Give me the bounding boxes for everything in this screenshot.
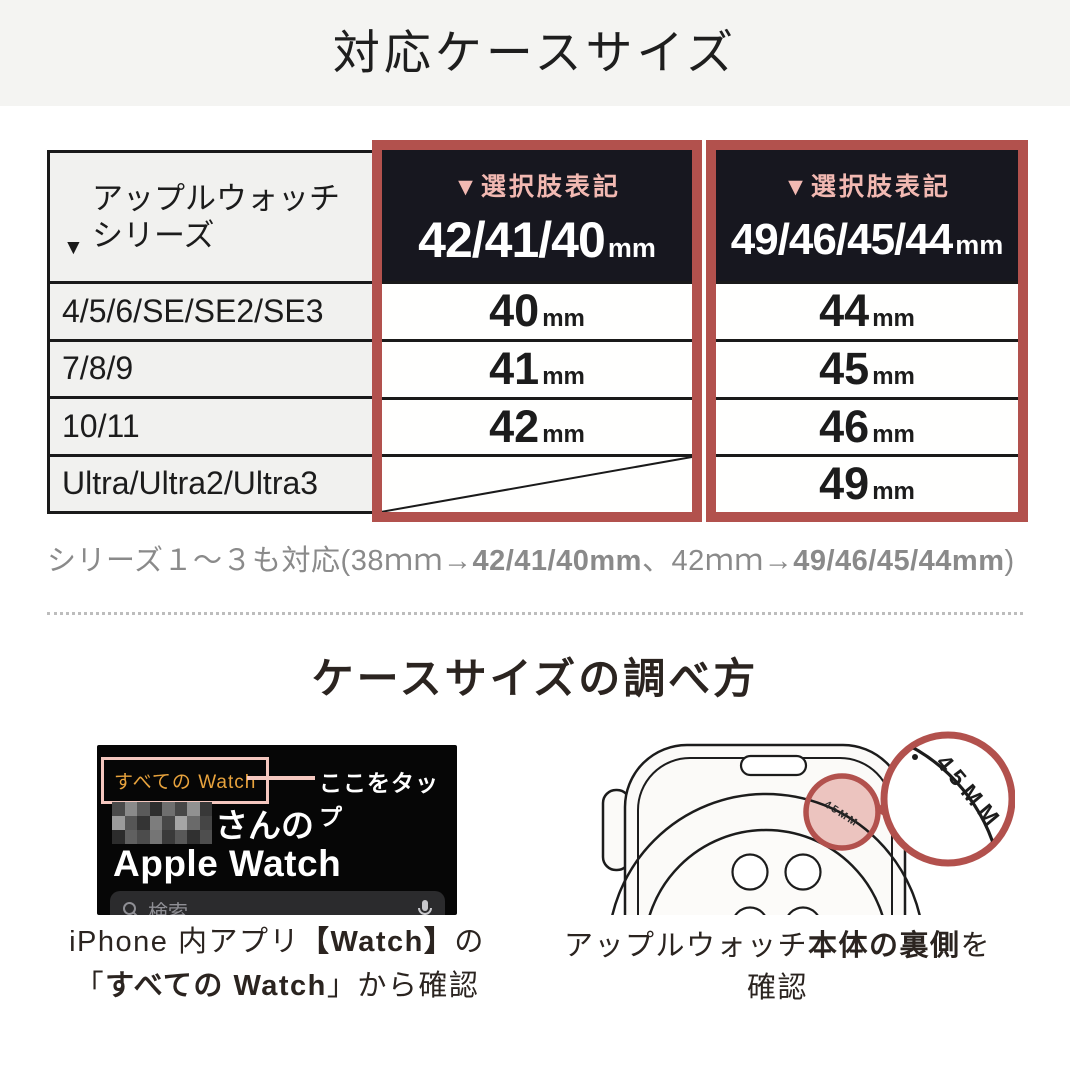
series-cell: 7/8/9	[50, 338, 372, 396]
size-cell: 49 mm	[716, 454, 1018, 512]
size-cell: 45 mm	[716, 338, 1018, 397]
size-column-large-header: ▼選択肢表記 49/46/45/44 mm	[716, 150, 1018, 281]
series-header-label: アップルウォッチ シリーズ	[92, 181, 340, 253]
column-tag: ▼選択肢表記	[453, 173, 621, 201]
series-cell: Ultra/Ultra2/Ultra3	[50, 453, 372, 511]
series-column: ▼ アップルウォッチ シリーズ 4/5/6/SE/SE2/SE3 7/8/9 1…	[47, 150, 375, 514]
triangle-down-icon: ▼	[63, 236, 84, 259]
caption-left: iPhone 内アプリ【Watch】の 「すべての Watch」から確認	[69, 926, 485, 1002]
censored-name-mosaic	[112, 802, 212, 844]
device-title: Apple Watch	[113, 843, 342, 884]
size-cell: 42 mm	[382, 396, 692, 455]
size-column-small: ▼選択肢表記 42/41/40 mm 40 mm 41 mm 42 mm	[372, 140, 702, 522]
size-cell: 44 mm	[716, 281, 1018, 339]
caption-right: アップルウォッチ本体の裏側を 確認	[563, 930, 992, 1004]
owner-suffix-label: さんの	[215, 807, 314, 844]
search-input[interactable]: 検索	[110, 891, 445, 915]
watch-app-screenshot: すべての Watch ここをタップ さんの Apple Watch 検索	[97, 745, 457, 915]
column-size-label: 49/46/45/44 mm	[730, 215, 1004, 264]
search-icon	[122, 901, 140, 915]
section-title: ケースサイズの調べ方	[311, 655, 759, 702]
na-cell	[382, 454, 692, 512]
dotted-divider	[47, 612, 1023, 615]
search-placeholder: 検索	[148, 901, 188, 916]
column-tag: ▼選択肢表記	[783, 173, 951, 201]
all-watch-button[interactable]: すべての Watch	[101, 757, 270, 804]
zoom-bubble-circle	[880, 731, 1015, 867]
series-header-cell: ▼ アップルウォッチ シリーズ	[50, 153, 372, 281]
series-cell: 10/11	[50, 396, 372, 454]
column-size-label: 42/41/40 mm	[418, 212, 656, 268]
size-cell: 46 mm	[716, 396, 1018, 455]
mic-icon	[417, 899, 433, 915]
pointer-line	[247, 776, 315, 780]
page-title: 対応ケースサイズ	[332, 26, 738, 79]
size-cell: 41 mm	[382, 338, 692, 397]
diagonal-na-line	[382, 457, 692, 512]
series-cell: 4/5/6/SE/SE2/SE3	[50, 281, 372, 339]
size-column-small-header: ▼選択肢表記 42/41/40 mm	[382, 150, 692, 281]
size-column-large: ▼選択肢表記 49/46/45/44 mm 44 mm 45 mm 46 mm …	[706, 140, 1028, 522]
watch-back-illustration: 45MM 45MM	[601, 731, 1015, 915]
size-cell: 40 mm	[382, 281, 692, 339]
tap-hint-label: ここをタップ	[319, 770, 439, 830]
page-header: 対応ケースサイズ	[0, 0, 1070, 106]
compatibility-note: シリーズ１〜３も対応(38ｍｍ→42/41/40mm、42ｍｍ→49/46/45…	[47, 545, 1015, 577]
band-slot	[739, 754, 808, 777]
